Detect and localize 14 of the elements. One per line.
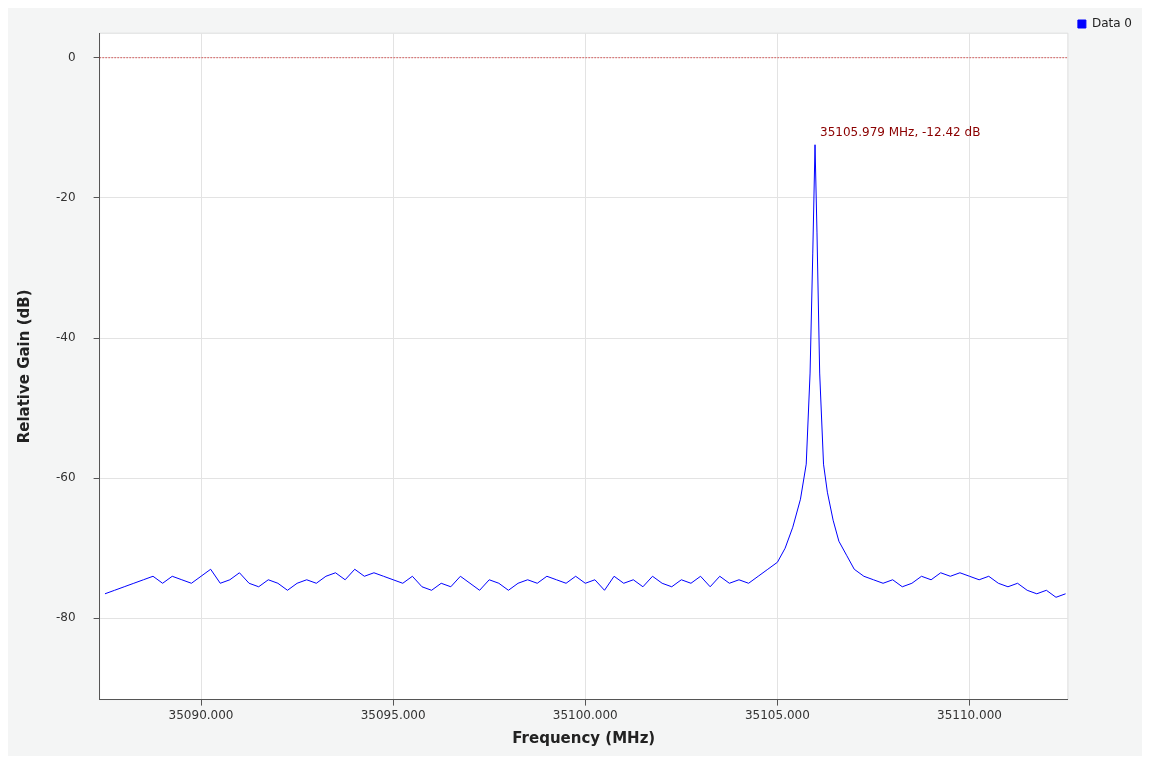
annotation: 35105.979 MHz, -12.42 dB — [820, 124, 981, 139]
x-tick-label: 35090.000 — [168, 707, 234, 722]
y-tick-label: -40 — [55, 330, 76, 345]
y-tick-label: 0 — [67, 49, 76, 64]
y-tick-label: -60 — [55, 470, 76, 485]
x-tick-label: 35100.000 — [552, 707, 618, 722]
y-tick-label: -20 — [55, 190, 76, 204]
x-axis-title: Frequency (MHz) — [512, 728, 656, 747]
legend-label: Data 0 — [1091, 16, 1133, 31]
y-tick-label: -80 — [55, 610, 76, 625]
x-tick-label: 35105.000 — [744, 707, 810, 722]
x-tick-label: 35095.000 — [360, 707, 426, 722]
x-tick-label: 35110.000 — [937, 707, 1002, 722]
y-axis-title: Relative Gain (dB) — [14, 289, 33, 444]
